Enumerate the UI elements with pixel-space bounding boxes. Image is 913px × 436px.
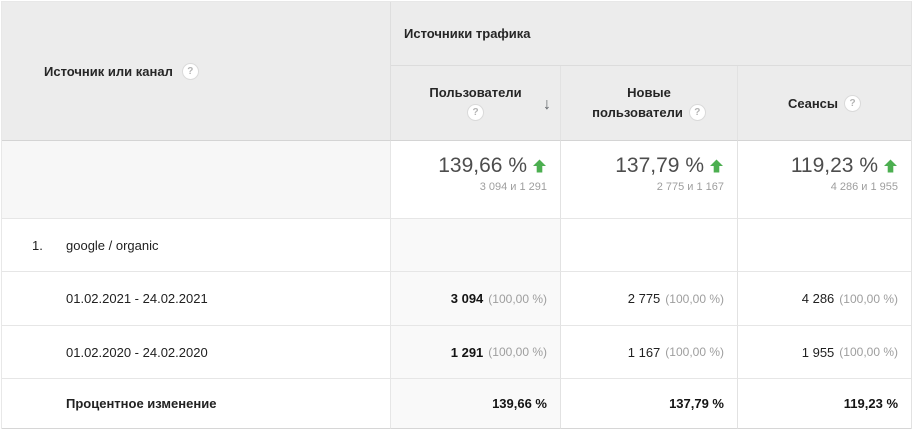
sessions-current-share: (100,00 %): [839, 291, 898, 306]
help-icon[interactable]: ?: [467, 104, 484, 121]
users-current-share: (100,00 %): [488, 291, 547, 306]
sessions-change-value: 119,23 %: [843, 396, 898, 411]
help-icon[interactable]: ?: [844, 94, 862, 112]
group-header-label: Источники трафика: [404, 26, 531, 41]
column-header-users[interactable]: Пользователи ? ↓: [391, 66, 561, 141]
date-range-previous-label: 01.02.2020 - 24.02.2020: [66, 344, 208, 360]
users-previous-value: 1 291: [450, 344, 484, 360]
new-users-previous-share: (100,00 %): [665, 345, 724, 359]
table-row-source[interactable]: 1. google / organic: [2, 219, 391, 272]
users-previous-cell: 1 291 (100,00 %): [391, 326, 561, 379]
sort-descending-icon: ↓: [543, 96, 551, 114]
analytics-comparison-table: Источник или канал ? Источники трафика П…: [1, 1, 912, 429]
sessions-current-value: 4 286: [801, 291, 835, 306]
source-channel-value: google / organic: [66, 237, 159, 253]
new-users-change-cell: 137,79 %: [561, 379, 738, 429]
table-row-period-previous: 01.02.2020 - 24.02.2020: [2, 326, 391, 379]
dimension-header-label: Источник или канал: [44, 63, 173, 79]
summary-cell-sessions: 119,23 % 4 286 и 1 955: [738, 141, 911, 219]
summary-row-spacer: [2, 141, 391, 219]
help-icon[interactable]: ?: [688, 104, 706, 121]
column-header-sessions[interactable]: Сеансы ?: [738, 66, 911, 141]
column-header-source-channel[interactable]: Источник или канал ?: [2, 2, 391, 141]
sessions-change-cell: 119,23 %: [738, 379, 911, 429]
new-users-current-value: 2 775: [627, 291, 661, 306]
users-header-label: Пользователи: [429, 85, 522, 100]
empty-cell: [391, 219, 561, 272]
summary-sessions-percent: 119,23 %: [790, 154, 878, 177]
users-current-cell: 3 094 (100,00 %): [391, 272, 561, 326]
users-current-value: 3 094: [450, 291, 484, 306]
users-change-value: 139,66 %: [492, 396, 547, 411]
help-icon[interactable]: ?: [181, 62, 199, 80]
sessions-previous-cell: 1 955 (100,00 %): [738, 326, 911, 379]
new-users-header-label-line1: Новые: [627, 85, 671, 100]
row-index: 1.: [32, 237, 43, 253]
sessions-header-label: Сеансы: [787, 95, 839, 111]
users-previous-share: (100,00 %): [488, 345, 547, 359]
column-header-new-users[interactable]: Новые пользователи ?: [561, 66, 738, 141]
increase-arrow-icon: [710, 159, 723, 173]
table-row-percent-change: Процентное изменение: [2, 379, 391, 429]
sessions-current-cell: 4 286 (100,00 %): [738, 272, 911, 326]
increase-arrow-icon: [884, 159, 897, 173]
date-range-current-label: 01.02.2021 - 24.02.2021: [66, 291, 208, 306]
empty-cell: [738, 219, 911, 272]
new-users-header-label-line2: пользователи: [592, 105, 683, 120]
summary-new-users-comparison: 2 775 и 1 167: [656, 181, 724, 193]
sessions-previous-share: (100,00 %): [839, 345, 898, 359]
summary-cell-users: 139,66 % 3 094 и 1 291: [391, 141, 561, 219]
new-users-change-value: 137,79 %: [669, 396, 724, 411]
new-users-current-share: (100,00 %): [665, 291, 724, 306]
new-users-previous-value: 1 167: [627, 344, 661, 360]
summary-users-comparison: 3 094 и 1 291: [479, 181, 547, 193]
empty-cell: [561, 219, 738, 272]
table-row-period-current: 01.02.2021 - 24.02.2021: [2, 272, 391, 326]
new-users-previous-cell: 1 167 (100,00 %): [561, 326, 738, 379]
summary-users-percent: 139,66 %: [438, 154, 527, 177]
sessions-previous-value: 1 955: [801, 344, 835, 360]
new-users-current-cell: 2 775 (100,00 %): [561, 272, 738, 326]
summary-new-users-percent: 137,79 %: [615, 154, 704, 177]
users-change-cell: 139,66 %: [391, 379, 561, 429]
summary-sessions-comparison: 4 286 и 1 955: [830, 181, 898, 193]
group-header-traffic-sources: Источники трафика: [391, 2, 911, 66]
percent-change-label: Процентное изменение: [66, 396, 217, 411]
summary-cell-new-users: 137,79 % 2 775 и 1 167: [561, 141, 738, 219]
increase-arrow-icon: [533, 159, 546, 173]
